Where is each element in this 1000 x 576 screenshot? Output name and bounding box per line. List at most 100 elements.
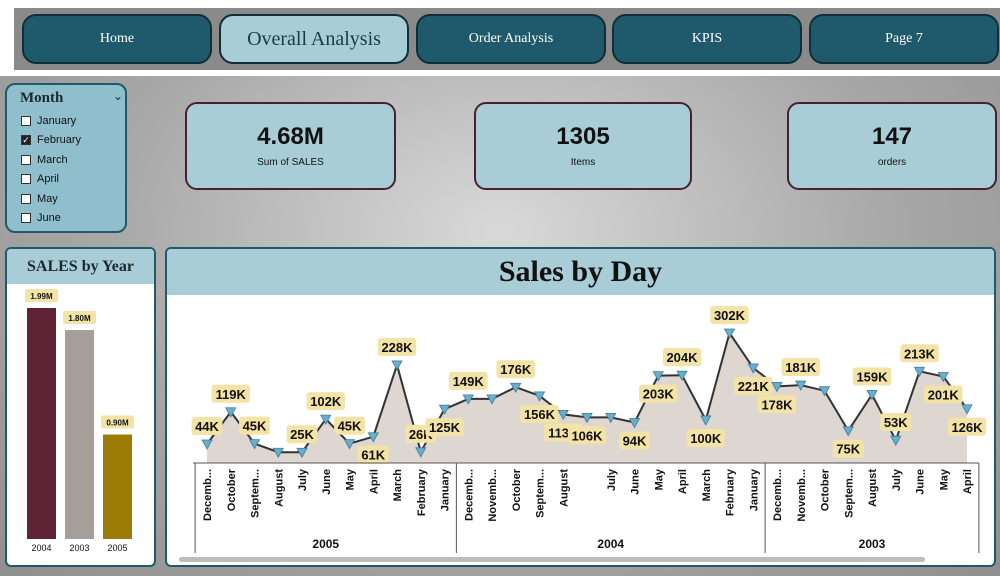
data-label: 44K [195, 419, 219, 434]
data-label-bg [619, 431, 650, 450]
data-label: 228K [381, 340, 413, 355]
data-label: 176K [500, 362, 532, 377]
data-label: 201K [928, 387, 960, 402]
data-point [676, 370, 688, 382]
data-label-bg [306, 392, 345, 411]
checkbox[interactable] [21, 213, 31, 224]
slicer-item[interactable]: March [21, 150, 121, 170]
data-label: 204K [666, 350, 698, 365]
data-label: 221K [738, 379, 770, 394]
checkbox[interactable] [21, 193, 31, 204]
data-label: 125K [429, 420, 461, 435]
data-label-bg [449, 371, 488, 390]
data-point [866, 390, 878, 401]
data-label: 53K [884, 415, 908, 430]
data-point [272, 447, 284, 459]
year-group-label: 2004 [597, 537, 624, 551]
slicer-item[interactable]: April [21, 170, 121, 190]
checkbox[interactable] [21, 154, 31, 165]
tab-home[interactable]: Home [22, 14, 212, 64]
slicer-item[interactable]: January [21, 111, 121, 131]
data-label: 159K [856, 370, 888, 385]
month-tick-label: Septem... [535, 469, 547, 518]
data-label: 25K [290, 427, 314, 442]
tab-order-analysis[interactable]: Order Analysis [416, 14, 606, 64]
slicer-item-label: June [37, 212, 61, 225]
data-label: 119K [216, 387, 247, 402]
month-tick-label: October [226, 468, 238, 511]
checkbox[interactable] [21, 115, 31, 126]
chevron-down-icon[interactable]: ⌄ [113, 89, 124, 103]
checkbox[interactable]: ✓ [21, 135, 31, 146]
data-point [533, 391, 546, 402]
month-tick-label: Novemb... [796, 469, 808, 522]
tab-kpis[interactable]: KPIS [612, 14, 802, 64]
year-group-label: 2005 [312, 537, 339, 551]
data-point [628, 418, 641, 429]
slicer-item[interactable]: June [21, 209, 121, 229]
data-label-bg [686, 428, 725, 447]
month-tick-label: October [820, 468, 832, 511]
category-label: 2004 [31, 543, 51, 553]
category-label: 2005 [107, 543, 127, 553]
kpi-value: 147 [871, 123, 913, 150]
slicer-scrollbar[interactable] [125, 110, 127, 190]
data-label: 149K [453, 374, 485, 389]
data-label-bg [63, 311, 96, 325]
month-tick-label: April [368, 469, 380, 494]
month-tick-label: August [273, 469, 285, 507]
month-tick-label: February [725, 468, 737, 516]
data-label: 45K [243, 419, 267, 434]
sales-by-year-chart: 1.99M 2004 1.80M 2003 0.90M 2005 [25, 289, 134, 553]
month-tick-label: August [558, 469, 570, 507]
month-tick-label: January [440, 468, 452, 511]
data-label-bg [880, 413, 912, 432]
data-label-bg [334, 416, 365, 435]
bar [103, 434, 132, 539]
data-point [486, 394, 498, 405]
data-label: 45K [338, 419, 362, 434]
data-point [747, 363, 759, 374]
data-label-bg [25, 289, 58, 302]
data-label-bg [662, 348, 702, 367]
data-label: 213K [904, 346, 936, 361]
month-tick-label: June [630, 469, 642, 495]
slicer-item[interactable]: May [21, 189, 121, 209]
data-point [795, 380, 807, 391]
data-point [652, 371, 664, 382]
bar [65, 330, 94, 539]
data-label-bg [710, 306, 749, 324]
slicer-item-label: January [37, 114, 77, 127]
data-label-bg [425, 418, 464, 437]
data-point [462, 394, 474, 405]
data-point [937, 372, 949, 383]
data-label-bg [900, 344, 939, 363]
kpi-label: Sum of SALES [257, 157, 324, 168]
tab-page-7[interactable]: Page 7 [809, 14, 999, 64]
kpi-card-orders: 147 orders [787, 102, 997, 190]
data-label: 302K [714, 308, 746, 323]
month-tick-label: July [297, 468, 309, 491]
month-tick-label: Decemb... [463, 469, 475, 521]
tab-overall-analysis[interactable]: Overall Analysis [219, 14, 409, 64]
month-tick-label: May [345, 468, 357, 490]
checkbox[interactable] [21, 174, 31, 185]
slicer-item[interactable]: ✓ February [21, 131, 121, 151]
slicer-item-label: March [37, 153, 68, 166]
data-label: 156K [524, 407, 556, 422]
data-label: 0.90M [106, 419, 129, 428]
data-label: 1.80M [68, 314, 91, 323]
data-label-bg [567, 426, 607, 445]
data-label-bg [852, 367, 892, 386]
data-label: 94K [623, 434, 647, 449]
month-tick-label: February [416, 468, 428, 516]
data-label-bg [757, 395, 797, 414]
month-tick-label: July [606, 468, 618, 491]
data-label-bg [832, 439, 864, 458]
data-label: 1.99M [30, 292, 53, 301]
data-label-bg [101, 415, 134, 429]
bar [27, 308, 56, 539]
month-tick-label: April [677, 469, 689, 494]
slicer-title: Month [20, 90, 64, 106]
data-point [961, 404, 973, 415]
